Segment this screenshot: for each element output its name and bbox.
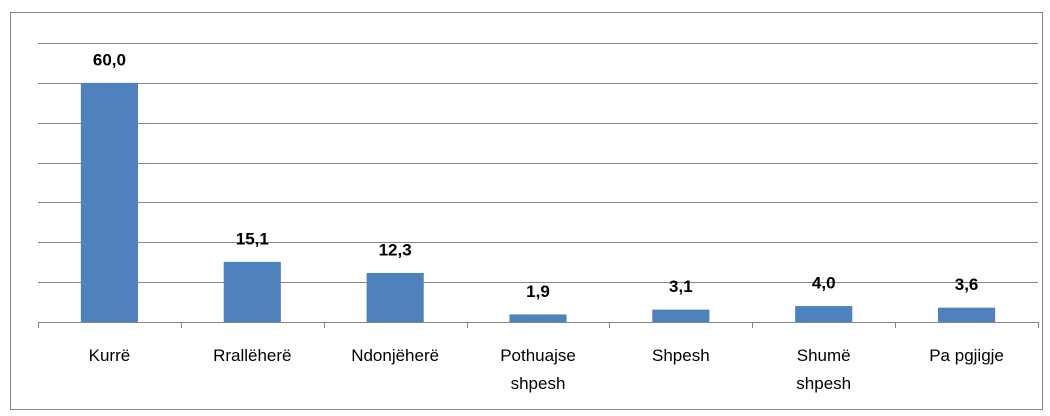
- data-label: 1,9: [526, 282, 550, 301]
- data-label: 12,3: [379, 240, 412, 259]
- data-label: 15,1: [236, 229, 269, 248]
- data-label: 60,0: [93, 50, 126, 69]
- data-label: 3,6: [955, 275, 979, 294]
- bar: [509, 314, 567, 322]
- data-label: 3,1: [669, 277, 693, 296]
- bar: [652, 309, 710, 322]
- x-tick-label: Ndonjëherë: [351, 346, 440, 365]
- x-tick-label: Kurrë: [88, 346, 131, 365]
- bar: [938, 307, 996, 322]
- bar: [795, 306, 853, 322]
- x-tick-label: Shumë shpesh: [796, 346, 852, 393]
- x-tick-label: Pothuajse shpesh: [500, 346, 576, 393]
- x-tick-label: Shpesh: [652, 346, 710, 365]
- bar: [223, 261, 281, 322]
- data-label: 4,0: [812, 274, 836, 293]
- x-tick-label: Pa pgjigje: [929, 346, 1004, 365]
- bar: [80, 82, 138, 322]
- chart-border: [10, 12, 1043, 410]
- x-tick-label: Rrallëherë: [213, 346, 292, 365]
- bar: [366, 272, 424, 322]
